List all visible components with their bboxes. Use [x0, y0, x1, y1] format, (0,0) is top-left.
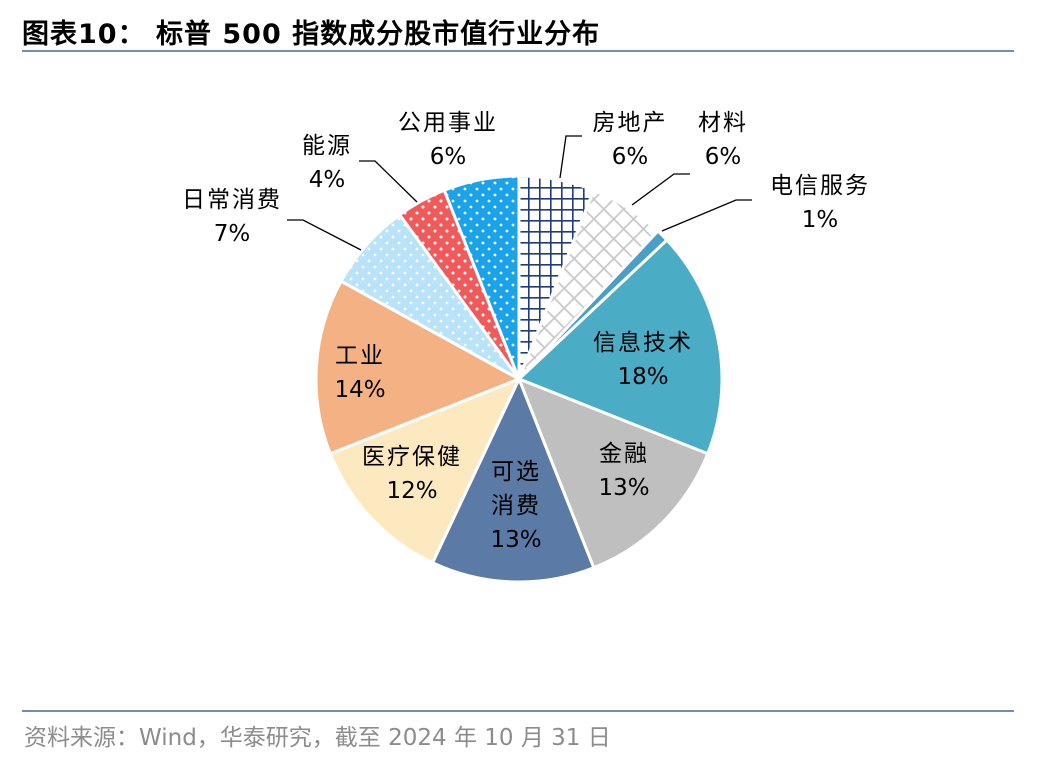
- pie-slices: [314, 174, 724, 584]
- pie-slice-3: [516, 237, 724, 456]
- slice-label-10: 公用事业 6%: [398, 110, 498, 170]
- pie-slice-6: [328, 376, 522, 565]
- slice-label-3: 信息技术 18%: [593, 330, 693, 390]
- slice-label-6: 医疗保健 12%: [362, 444, 462, 504]
- pie-slice-7: [314, 279, 523, 456]
- slice-label-9: 能源 4%: [302, 133, 352, 193]
- pie-slice-10: [442, 174, 521, 380]
- slice-label-1: 材料 6%: [698, 110, 748, 170]
- pie-slice-5: [430, 375, 596, 584]
- chart-title: 图表10： 标普 500 指数成分股市值行业分布: [22, 19, 601, 50]
- slice-label-8: 日常消费 7%: [182, 187, 282, 247]
- slice-label-7: 工业 14%: [334, 343, 385, 403]
- pie-chart: 房地产 6% 材料 6% 电信服务 1% 信息技术 18% 金融 13% 可选消费 13% 医疗保健 12…: [182, 110, 870, 584]
- footer-divider: [22, 710, 1014, 712]
- slice-label-5: 可选消费 13%: [490, 459, 541, 553]
- leader-line-1: [631, 173, 690, 206]
- title-divider: [22, 50, 1014, 52]
- leader-line-2: [661, 199, 752, 232]
- leader-lines: [287, 135, 752, 251]
- leader-line-0: [559, 135, 582, 179]
- slice-label-4: 金融 13%: [598, 441, 649, 501]
- slice-label-2: 电信服务 1%: [770, 173, 870, 233]
- pie-slice-4: [516, 376, 710, 570]
- source-note: 资料来源：Wind，华泰研究，截至 2024 年 10 月 31 日: [24, 725, 611, 751]
- slice-labels: 房地产 6% 材料 6% 电信服务 1% 信息技术 18% 金融 13% 可选消费 13% 医疗保健 12…: [182, 110, 870, 553]
- leader-line-9: [359, 160, 418, 203]
- slice-label-0: 房地产 6%: [593, 110, 668, 170]
- leader-line-8: [287, 219, 362, 251]
